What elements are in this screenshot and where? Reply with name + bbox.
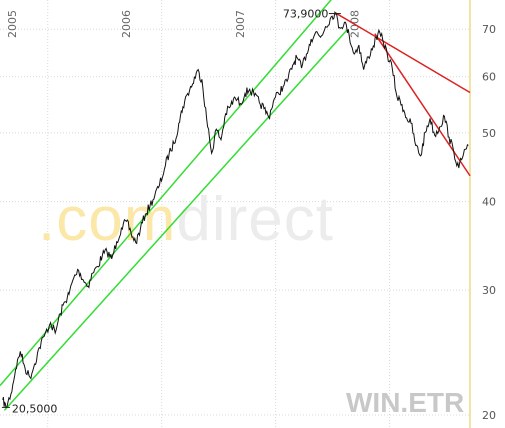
y-tick-30: 30 bbox=[482, 284, 496, 297]
y-tick-60: 60 bbox=[482, 71, 496, 84]
year-label-2006: 2006 bbox=[120, 10, 133, 38]
year-label-2005: 2005 bbox=[6, 10, 19, 38]
y-tick-50: 50 bbox=[482, 127, 496, 140]
y-tick-20: 20 bbox=[482, 409, 496, 422]
trendline-resistance-long bbox=[334, 11, 471, 94]
y-tick-40: 40 bbox=[482, 196, 496, 209]
annotation-low-label: 20,5000 bbox=[12, 402, 58, 415]
trendline-channel-upper bbox=[0, 0, 332, 387]
annotation-high-label: 73,9000 bbox=[283, 8, 329, 21]
watermark-dot: . bbox=[38, 185, 56, 254]
year-label-2007: 2007 bbox=[234, 10, 247, 38]
y-axis-tick-labels: 20 30 40 50 60 70 bbox=[482, 23, 496, 422]
annotations: 20,5000 73,9000 bbox=[1, 8, 341, 415]
chart-grid bbox=[0, 0, 470, 428]
watermark-direct: direct bbox=[176, 185, 334, 254]
watermark: .comdirect bbox=[38, 185, 334, 254]
ticker-label: WIN.ETR bbox=[346, 387, 464, 418]
y-tick-70: 70 bbox=[482, 23, 496, 36]
trendline-channel-lower bbox=[3, 28, 349, 411]
price-series-line bbox=[2, 10, 469, 409]
